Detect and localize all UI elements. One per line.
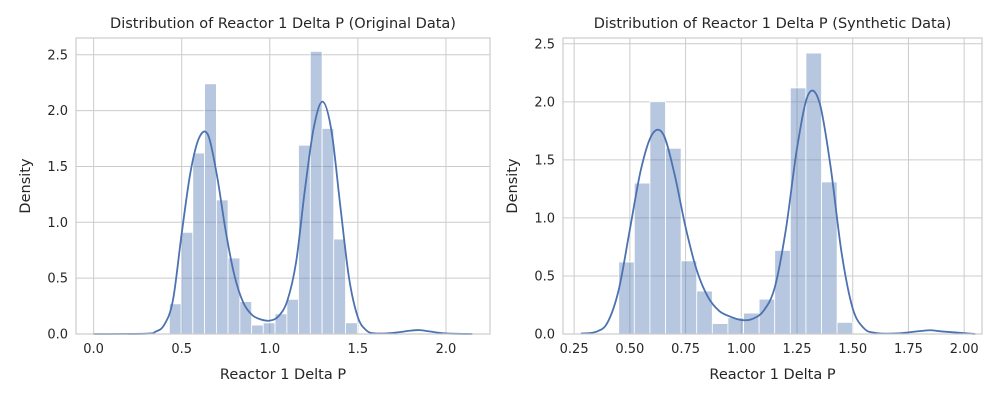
x-tick-label: 2.00 (950, 342, 979, 357)
histogram-bar (696, 290, 713, 335)
y-tick-label: 2.5 (47, 48, 68, 63)
y-tick-label: 1.5 (534, 153, 555, 168)
histogram-bar (711, 323, 729, 335)
histogram-bar (774, 250, 791, 335)
y-tick-label: 1.0 (47, 216, 68, 231)
x-tick-label: 1.75 (894, 342, 923, 357)
histogram-bar (251, 324, 264, 335)
histogram-bar (649, 101, 666, 335)
y-tick-label: 2.0 (534, 95, 555, 110)
histogram-bar (321, 128, 335, 335)
chart-title: Distribution of Reactor 1 Delta P (Origi… (110, 16, 456, 32)
chart-title: Distribution of Reactor 1 Delta P (Synth… (594, 16, 952, 32)
y-axis-label: Density (18, 158, 34, 214)
x-tick-label: 1.5 (348, 342, 369, 357)
y-tick-label: 0.5 (534, 269, 555, 284)
x-tick-label: 1.50 (838, 342, 867, 357)
kde-curve (580, 89, 976, 335)
histogram-bar (836, 321, 854, 335)
histogram-bar (262, 322, 276, 335)
histogram-bar (665, 147, 682, 335)
histogram-bar (633, 182, 651, 335)
y-tick-label: 1.5 (47, 160, 68, 175)
histogram-bar (309, 51, 323, 335)
x-tick-label: 1.00 (727, 342, 756, 357)
x-tick-label: 2.0 (436, 342, 457, 357)
histogram-bar (618, 261, 635, 335)
x-tick-label: 1.0 (259, 342, 280, 357)
plot-frame (562, 37, 983, 335)
x-axis-label: Reactor 1 Delta P (220, 367, 346, 383)
histogram-bar (204, 83, 217, 335)
x-tick-label: 0.75 (671, 342, 700, 357)
x-tick-label: 0.0 (83, 342, 104, 357)
histogram-bar (789, 87, 807, 335)
y-tick-label: 2.5 (534, 37, 555, 52)
histogram-bar (298, 144, 311, 335)
chart-panel-original: 0.0 0.5 1.0 1.5 2.0 0.0 0.5 1.0 1.5 2.0 2.5 Distrib… (18, 16, 491, 383)
y-tick-label: 1.0 (534, 211, 555, 226)
histogram-bar (192, 152, 206, 335)
x-tick-label: 1.25 (783, 342, 812, 357)
chart-panel-synthetic: 0.25 0.50 0.75 1.00 1.25 1.50 1.75 2.00 0.0 0.5 1.… (505, 16, 983, 383)
histogram-bar (333, 238, 346, 335)
y-tick-label: 0.0 (47, 328, 68, 343)
histogram-bar (216, 199, 229, 335)
y-tick-label: 0.0 (534, 328, 555, 343)
y-axis-label: Density (505, 158, 521, 214)
kde-curve (93, 100, 473, 335)
histogram-bar (286, 298, 299, 335)
histogram-bar (680, 260, 698, 335)
histogram-bar (345, 322, 358, 335)
x-axis-label: Reactor 1 Delta P (709, 367, 835, 383)
y-tick-label: 0.5 (47, 272, 68, 287)
histogram-bar (180, 231, 194, 335)
x-tick-label: 0.50 (615, 342, 644, 357)
x-tick-label: 0.5 (171, 342, 192, 357)
x-tick-label: 0.25 (560, 342, 589, 357)
y-tick-label: 2.0 (47, 104, 68, 119)
plot-frame (75, 37, 491, 335)
